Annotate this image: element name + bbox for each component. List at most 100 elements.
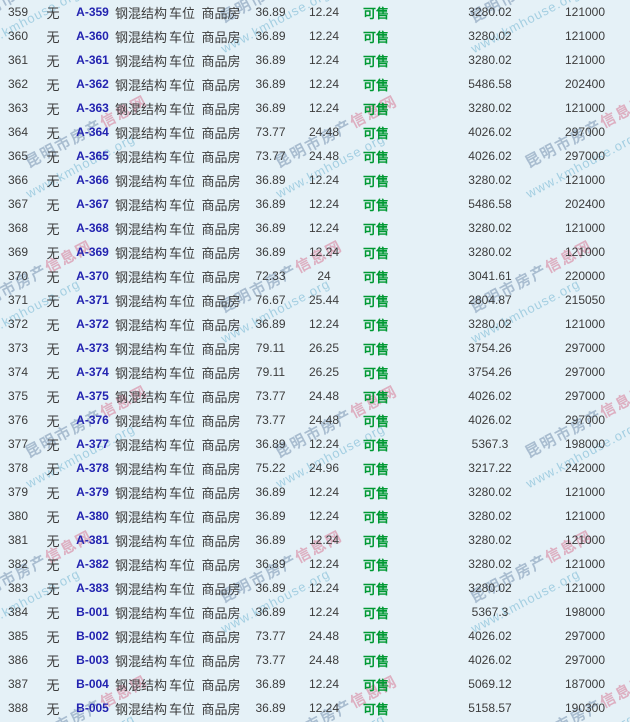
inner-area: 12.24	[308, 701, 340, 715]
unit-price: 5367.3	[471, 605, 509, 619]
unit-link[interactable]: A-359	[76, 5, 109, 19]
property-type: 商品房	[201, 173, 241, 189]
inner-area: 12.24	[308, 485, 340, 499]
mortgage-status: 无	[46, 149, 60, 165]
build-area: 73.77	[255, 413, 286, 427]
build-area: 36.89	[255, 197, 286, 211]
unit-link[interactable]: A-366	[76, 173, 109, 187]
mortgage-status: 无	[46, 485, 60, 501]
unit-link[interactable]: A-364	[76, 125, 109, 139]
total-price: 121000	[564, 485, 606, 499]
usage-type: 车位	[168, 125, 195, 141]
total-price: 297000	[564, 389, 606, 403]
unit-link[interactable]: A-380	[76, 509, 109, 523]
sale-status: 可售	[362, 77, 389, 93]
inner-area: 24	[317, 269, 331, 283]
structure: 钢混结构	[115, 677, 167, 693]
unit-price: 3280.02	[468, 53, 512, 67]
table-row: 383 无 A-383 钢混结构 车位 商品房 36.89 12.24 可售 3280.02 121…	[0, 576, 630, 600]
property-type: 商品房	[201, 605, 241, 621]
unit-link[interactable]: A-367	[76, 197, 109, 211]
inner-area: 24.48	[308, 653, 340, 667]
structure: 钢混结构	[115, 581, 167, 597]
row-number: 378	[8, 461, 29, 475]
usage-type: 车位	[168, 389, 195, 405]
unit-link[interactable]: A-383	[76, 581, 109, 595]
usage-type: 车位	[168, 509, 195, 525]
unit-link[interactable]: A-370	[76, 269, 109, 283]
mortgage-status: 无	[46, 245, 60, 261]
unit-price: 3280.02	[468, 317, 512, 331]
unit-link[interactable]: B-004	[76, 677, 109, 691]
usage-type: 车位	[168, 269, 195, 285]
property-type: 商品房	[201, 365, 241, 381]
property-type: 商品房	[201, 5, 241, 21]
unit-link[interactable]: B-003	[76, 653, 109, 667]
usage-type: 车位	[168, 245, 195, 261]
total-price: 121000	[564, 533, 606, 547]
build-area: 75.22	[255, 461, 286, 475]
row-number: 367	[8, 197, 29, 211]
inner-area: 12.24	[308, 245, 340, 259]
unit-link[interactable]: A-368	[76, 221, 109, 235]
unit-link[interactable]: A-377	[76, 437, 109, 451]
build-area: 36.89	[255, 677, 286, 691]
mortgage-status: 无	[46, 269, 60, 285]
unit-link[interactable]: A-375	[76, 389, 109, 403]
unit-link[interactable]: A-371	[76, 293, 109, 307]
mortgage-status: 无	[46, 653, 60, 669]
usage-type: 车位	[168, 557, 195, 573]
unit-link[interactable]: A-376	[76, 413, 109, 427]
sale-status: 可售	[362, 101, 389, 117]
unit-link[interactable]: A-360	[76, 29, 109, 43]
inner-area: 24.96	[308, 461, 340, 475]
row-number: 384	[8, 605, 29, 619]
total-price: 121000	[564, 101, 606, 115]
sale-status: 可售	[362, 293, 389, 309]
mortgage-status: 无	[46, 53, 60, 69]
unit-link[interactable]: A-374	[76, 365, 109, 379]
sale-status: 可售	[362, 605, 389, 621]
unit-link[interactable]: A-373	[76, 341, 109, 355]
inner-area: 12.24	[308, 437, 340, 451]
unit-price: 3041.61	[468, 269, 512, 283]
mortgage-status: 无	[46, 29, 60, 45]
sale-status: 可售	[362, 701, 389, 717]
mortgage-status: 无	[46, 557, 60, 573]
table-row: 360 无 A-360 钢混结构 车位 商品房 36.89 12.24 可售 3280.02 121…	[0, 24, 630, 48]
unit-link[interactable]: B-005	[76, 701, 109, 715]
unit-link[interactable]: A-378	[76, 461, 109, 475]
unit-price: 3280.02	[468, 509, 512, 523]
usage-type: 车位	[168, 701, 195, 717]
structure: 钢混结构	[115, 653, 167, 669]
row-number: 382	[8, 557, 29, 571]
sale-status: 可售	[362, 581, 389, 597]
unit-price: 3754.26	[468, 365, 512, 379]
unit-link[interactable]: A-372	[76, 317, 109, 331]
property-type: 商品房	[201, 53, 241, 69]
mortgage-status: 无	[46, 197, 60, 213]
table-row: 375 无 A-375 钢混结构 车位 商品房 73.77 24.48 可售 4026.02 297…	[0, 384, 630, 408]
usage-type: 车位	[168, 221, 195, 237]
build-area: 36.89	[255, 605, 286, 619]
property-type: 商品房	[201, 581, 241, 597]
unit-link[interactable]: B-002	[76, 629, 109, 643]
unit-link[interactable]: A-363	[76, 101, 109, 115]
mortgage-status: 无	[46, 389, 60, 405]
inner-area: 26.25	[308, 341, 340, 355]
unit-link[interactable]: A-362	[76, 77, 109, 91]
inner-area: 24.48	[308, 389, 340, 403]
sale-status: 可售	[362, 533, 389, 549]
unit-price: 3280.02	[468, 485, 512, 499]
table-row: 364 无 A-364 钢混结构 车位 商品房 73.77 24.48 可售 4026.02 297…	[0, 120, 630, 144]
row-number: 375	[8, 389, 29, 403]
build-area: 79.11	[255, 341, 286, 355]
unit-link[interactable]: A-365	[76, 149, 109, 163]
unit-link[interactable]: A-369	[76, 245, 109, 259]
unit-link[interactable]: A-361	[76, 53, 109, 67]
unit-link[interactable]: A-379	[76, 485, 109, 499]
unit-link[interactable]: A-381	[76, 533, 109, 547]
unit-link[interactable]: B-001	[76, 605, 109, 619]
unit-link[interactable]: A-382	[76, 557, 109, 571]
